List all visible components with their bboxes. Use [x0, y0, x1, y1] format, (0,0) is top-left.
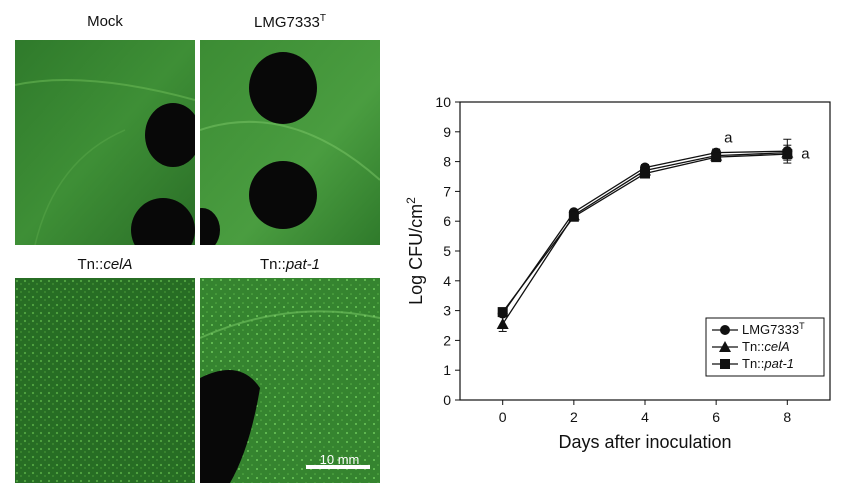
y-tick-label: 0: [443, 392, 451, 408]
series-2: [497, 149, 793, 318]
y-tick-label: 10: [435, 94, 451, 110]
lmg-hole-2: [249, 161, 317, 229]
annotation-label: a: [801, 146, 810, 163]
pat-label: Tn::pat-1: [200, 256, 380, 273]
x-tick-label: 0: [499, 409, 507, 425]
mock-label: Mock: [15, 13, 195, 30]
mock-image: [15, 40, 195, 245]
scale-bar: [306, 465, 370, 469]
lmg-label-text: LMG7333: [254, 14, 320, 31]
data-point: [711, 152, 722, 163]
data-point: [640, 168, 650, 179]
data-point: [568, 211, 579, 222]
cela-label-prefix: Tn::: [77, 256, 104, 273]
lmg-image: [200, 40, 380, 245]
lmg-label: LMG7333T: [200, 13, 380, 31]
x-tick-label: 4: [641, 409, 649, 425]
x-axis-title: Days after inoculation: [558, 432, 731, 452]
data-point: [496, 318, 509, 330]
cela-label: Tn::celA: [15, 256, 195, 273]
mock-hole-1: [145, 103, 195, 167]
y-tick-label: 2: [443, 332, 451, 348]
mock-label-text: Mock: [87, 13, 123, 30]
y-tick-label: 6: [443, 213, 451, 229]
legend-marker: [720, 359, 730, 369]
annotation-label: a: [724, 130, 733, 147]
chart-axes: 0 1 2 3 4 5 6 7 8 9 10 0 2 4 6 8 Days after inoculation L…: [404, 94, 831, 452]
pat-label-prefix: Tn::: [259, 256, 286, 273]
chart-series: aa: [496, 130, 810, 332]
lmg-hole-3: [200, 208, 220, 245]
cela-label-gene: celA: [103, 256, 133, 273]
cela-image: [15, 278, 195, 483]
data-point: [497, 307, 508, 318]
y-tick-label: 1: [443, 362, 451, 378]
y-axis-title: Log CFU/cm2: [404, 197, 426, 305]
y-tick-label: 9: [443, 124, 451, 140]
y-tick-label: 7: [443, 183, 451, 199]
growth-chart: 0 1 2 3 4 5 6 7 8 9 10 0 2 4 6 8 Days after inoculation L…: [404, 94, 831, 452]
x-tick-label: 2: [570, 409, 578, 425]
lmg-hole-1: [249, 52, 317, 124]
legend-label: Tn::pat-1: [742, 356, 794, 371]
pat-image: [200, 278, 380, 483]
legend-label: Tn::celA: [742, 339, 790, 354]
legend-marker: [720, 325, 730, 335]
legend-marker: [719, 341, 731, 352]
legend-label: LMG7333T: [742, 321, 805, 337]
x-tick-label: 8: [783, 409, 791, 425]
y-tick-label: 3: [443, 303, 451, 319]
pat-label-gene: pat-1: [285, 256, 321, 273]
y-tick-label: 8: [443, 154, 451, 170]
scale-bar-label: 10 mm: [319, 452, 360, 467]
pat-hole: [200, 370, 260, 483]
lmg-label-sup: T: [319, 13, 326, 24]
x-tick-label: 6: [712, 409, 720, 425]
mock-hole-2: [131, 198, 195, 245]
y-tick-label: 5: [443, 243, 451, 259]
y-tick-label: 4: [443, 273, 451, 289]
data-point: [782, 149, 793, 160]
